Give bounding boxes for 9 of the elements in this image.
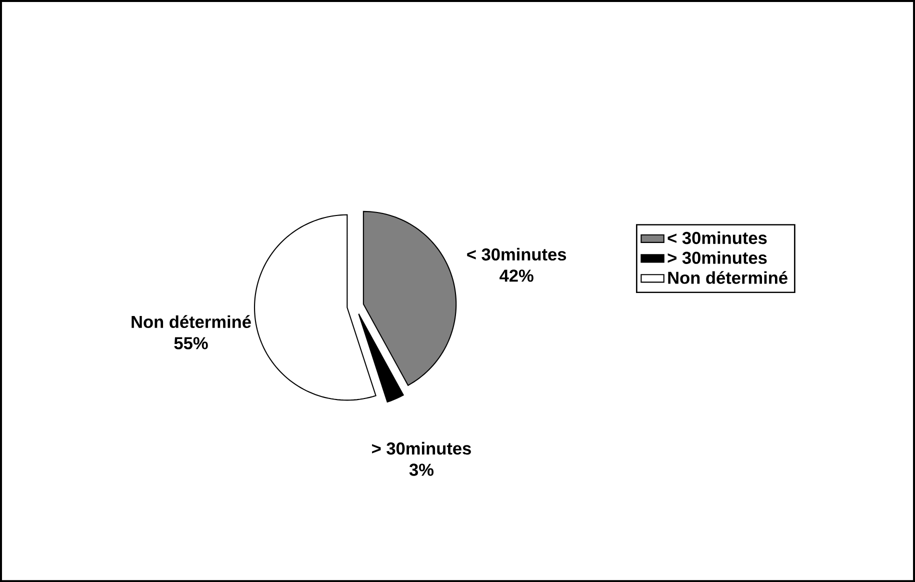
legend-label: Non déterminé (668, 270, 788, 284)
slice-label: > 30minutes (372, 442, 471, 455)
data-label: 3% (409, 464, 434, 476)
slice-label: < 30minutes (467, 248, 566, 260)
legend-label: < 30minutes (668, 231, 767, 244)
data-label: 42% (500, 270, 534, 282)
legend-label: > 30minutes (668, 251, 767, 264)
slice-label: Non déterminé (132, 315, 251, 328)
data-label: 55% (174, 337, 208, 350)
